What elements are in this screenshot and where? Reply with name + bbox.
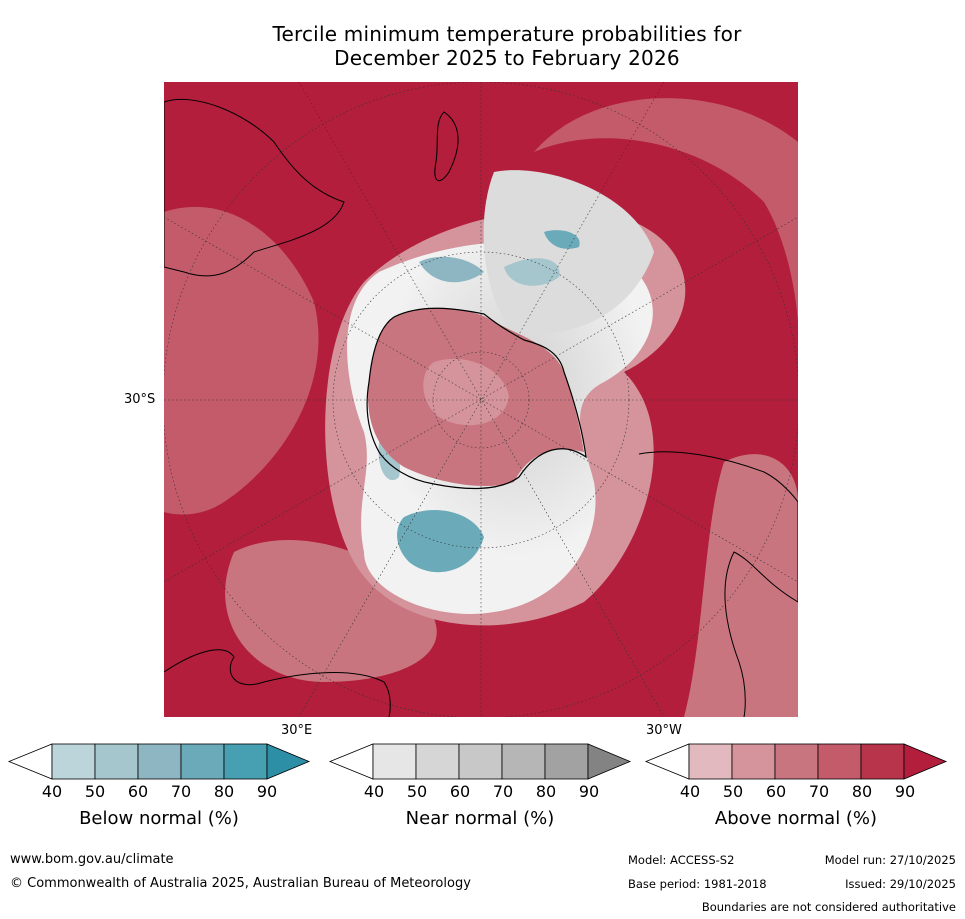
map-title-line2: December 2025 to February 2026 <box>334 46 680 70</box>
map-title: Tercile minimum temperature probabilitie… <box>164 22 850 70</box>
near-colorbar-svg <box>328 743 632 780</box>
above-colorbar-segment-high <box>903 743 948 780</box>
colorbar-near-normal <box>328 743 632 781</box>
below-tick-70: 70 <box>170 782 192 801</box>
region-above-mid-west <box>164 206 319 515</box>
above-tick-70: 70 <box>808 782 830 801</box>
near-colorbar-segment-4 <box>501 743 546 780</box>
below-tick-90: 90 <box>256 782 278 801</box>
near-colorbar-segment-low <box>328 743 374 780</box>
base-period-text: Base period: 1981-2018 <box>628 877 767 891</box>
region-above-mid-north <box>534 98 798 322</box>
graticule <box>164 82 798 717</box>
below-colorbar-segment-4 <box>180 743 225 780</box>
near-tick-70: 70 <box>492 782 514 801</box>
region-below-normal-4 <box>397 509 484 573</box>
below-colorbar-segment-high <box>266 743 311 780</box>
below-colorbar-segment-5 <box>223 743 268 780</box>
above-tick-60: 60 <box>765 782 787 801</box>
below-tick-50: 50 <box>84 782 106 801</box>
below-colorbar-segment-low <box>7 743 53 780</box>
near-tick-80: 80 <box>535 782 557 801</box>
above-colorbar-segment-4 <box>817 743 862 780</box>
near-tick-90: 90 <box>578 782 600 801</box>
near-colorbar-segment-3 <box>458 743 503 780</box>
lon-label-east: 30°E <box>281 723 313 738</box>
region-below-normal-3 <box>544 230 580 249</box>
near-colorbar-segment-2 <box>415 743 460 780</box>
model-text: Model: ACCESS-S2 <box>628 853 735 867</box>
below-colorbar-segment-2 <box>94 743 139 780</box>
below-colorbar-svg <box>7 743 311 780</box>
colorbar-above-normal <box>644 743 948 781</box>
below-tick-60: 60 <box>127 782 149 801</box>
colorbar-below-title: Below normal (%) <box>79 808 239 829</box>
south-america-coastline <box>638 451 798 717</box>
above-colorbar-segment-3 <box>774 743 819 780</box>
above-colorbar-segment-1 <box>688 743 733 780</box>
below-colorbar-segment-3 <box>137 743 182 780</box>
model-run-text: Model run: 27/10/2025 <box>824 853 956 867</box>
colorbar-below-normal <box>7 743 311 781</box>
above-colorbar-segment-2 <box>731 743 776 780</box>
region-below-normal-1 <box>419 256 484 283</box>
near-tick-60: 60 <box>449 782 471 801</box>
below-colorbar-segment-1 <box>51 743 96 780</box>
region-near-normal-north <box>483 170 654 334</box>
lat-label: 30°S <box>124 392 156 407</box>
above-colorbar-svg <box>644 743 948 780</box>
near-colorbar-segment-5 <box>544 743 589 780</box>
africa-coastline <box>164 649 391 717</box>
above-tick-40: 40 <box>679 782 701 801</box>
near-colorbar-segment-1 <box>372 743 417 780</box>
boundaries-note: Boundaries are not considered authoritat… <box>701 900 956 914</box>
below-tick-40: 40 <box>41 782 63 801</box>
region-antarctica-core <box>423 358 509 426</box>
probability-map <box>164 82 798 717</box>
region-above-mid-east <box>684 454 798 717</box>
above-tick-50: 50 <box>722 782 744 801</box>
region-below-normal-2 <box>504 258 560 286</box>
above-tick-80: 80 <box>851 782 873 801</box>
australia-coastline <box>164 98 345 277</box>
issued-text: Issued: 29/10/2025 <box>845 877 956 891</box>
colorbar-near-title: Near normal (%) <box>405 808 555 829</box>
above-tick-90: 90 <box>894 782 916 801</box>
new-zealand-coastline <box>434 111 459 182</box>
above-colorbar-segment-low <box>644 743 690 780</box>
website-link[interactable]: www.bom.gov.au/climate <box>10 852 174 867</box>
lon-label-west: 30°W <box>646 723 682 738</box>
antarctica-coastline <box>366 307 587 490</box>
colorbar-above-title: Above normal (%) <box>714 808 878 829</box>
copyright-text: © Commonwealth of Australia 2025, Austra… <box>10 876 471 891</box>
near-tick-40: 40 <box>363 782 385 801</box>
near-colorbar-segment-high <box>587 743 632 780</box>
above-colorbar-segment-5 <box>860 743 905 780</box>
near-tick-50: 50 <box>406 782 428 801</box>
polar-map-svg <box>164 82 798 717</box>
map-title-line1: Tercile minimum temperature probabilitie… <box>272 22 742 46</box>
below-tick-80: 80 <box>213 782 235 801</box>
